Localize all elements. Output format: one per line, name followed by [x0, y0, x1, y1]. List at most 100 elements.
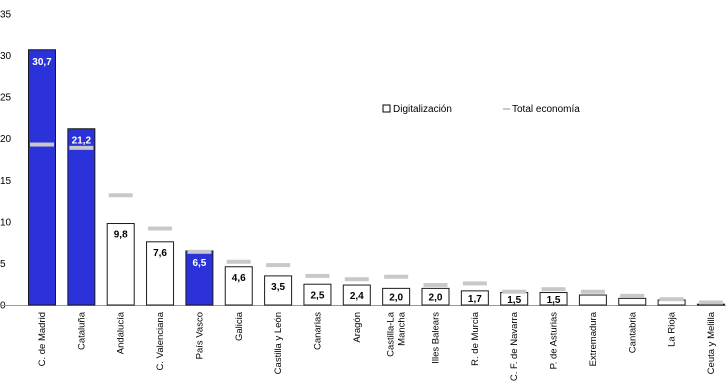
data-label-6: 4,6: [232, 273, 246, 284]
bar-4: [146, 241, 175, 306]
total-marker-13: [502, 289, 527, 294]
total-marker-16: [620, 293, 645, 298]
y-tick-label: 5: [0, 259, 6, 270]
total-marker-5: [187, 249, 212, 254]
bars: [28, 49, 725, 306]
category-label-group: Canarias: [312, 312, 323, 350]
bar-9: [342, 284, 371, 306]
data-label-9: 2,4: [350, 291, 364, 302]
bar-10: [382, 287, 411, 306]
category-label-group: C. de Madrid: [37, 312, 48, 366]
category-label-group: Illes Balears: [431, 312, 442, 364]
category-label: C. F. de Navarra: [509, 311, 520, 381]
category-label-group: P. de Asturias: [549, 312, 560, 370]
legend-label-total-economia: Total economía: [512, 104, 580, 115]
legend: Digitalización Total economía: [382, 104, 580, 115]
total-marker-9: [344, 277, 369, 282]
data-labels: 30,7 21,2 9,8 7,6 6,5 4,6 3,5 2,5 2,4 2,0 2,0 1,7 1,…: [32, 57, 561, 306]
total-marker-7: [266, 263, 291, 268]
category-label: Galicia: [234, 311, 245, 341]
category-label-group: Ceuta y Melilla: [706, 311, 717, 374]
bar-8: [303, 283, 332, 306]
total-economy-markers: [30, 142, 723, 305]
category-label-group: Castilla-La Mancha: [386, 311, 408, 357]
y-tick-label: 15: [0, 176, 12, 187]
category-label: R. de Murcia: [470, 311, 481, 366]
total-marker-3: [108, 193, 133, 198]
category-label-group: Extremadura: [588, 311, 599, 366]
data-label-4: 7,6: [153, 248, 167, 259]
category-label: Castilla y León: [273, 312, 284, 374]
legend-box-swatch: [382, 104, 391, 113]
category-label-group: Cataluña: [76, 311, 87, 350]
total-marker-1: [30, 142, 54, 147]
total-marker-6: [226, 259, 251, 264]
category-label-group: Galicia: [234, 311, 245, 341]
category-label: Cataluña: [76, 311, 87, 350]
bar-14: [539, 292, 568, 306]
y-tick-label: 10: [0, 217, 12, 228]
bar-16: [618, 297, 647, 306]
category-label: País Vasco: [194, 312, 205, 359]
legend-label-digitalizacion: Digitalización: [393, 104, 452, 115]
category-label-group: C. F. de Navarra: [509, 311, 520, 381]
data-label-14: 1,5: [547, 295, 561, 306]
bar-5: [185, 250, 214, 306]
category-label-group: Cantabria: [627, 311, 638, 353]
data-label-10: 2,0: [389, 293, 403, 304]
bar-12: [460, 290, 489, 306]
category-label: Castilla-La: [386, 311, 397, 357]
category-label: Cantabria: [627, 311, 638, 353]
category-label: P. de Asturias: [549, 312, 560, 370]
category-label-group: Andalucía: [116, 311, 127, 354]
data-label-2: 21,2: [72, 136, 92, 147]
bar-3: [106, 223, 135, 306]
total-marker-14: [541, 287, 566, 292]
bar-2: [67, 128, 96, 306]
data-label-7: 3,5: [271, 282, 285, 293]
category-label: C. Valenciana: [155, 311, 166, 370]
category-label: La Rioja: [667, 311, 678, 347]
category-label: Canarias: [312, 312, 323, 350]
total-marker-2: [69, 145, 94, 150]
category-label: Extremadura: [588, 311, 599, 366]
data-label-8: 2,5: [310, 291, 324, 302]
bar-1: [28, 49, 56, 306]
data-label-3: 9,8: [114, 230, 128, 241]
category-label-group: País Vasco: [194, 312, 205, 359]
category-labels: C. de Madrid Cataluña Andalucía C. Valencia…: [37, 311, 717, 381]
y-tick-label: 25: [0, 93, 12, 104]
category-label: Mancha: [397, 311, 408, 346]
total-marker-10: [384, 274, 409, 279]
category-label: Illes Balears: [431, 312, 442, 364]
y-tick-label: 35: [0, 10, 12, 21]
bar-7: [264, 275, 293, 306]
category-label: Andalucía: [116, 311, 127, 354]
category-label-group: C. Valenciana: [155, 311, 166, 370]
total-marker-4: [148, 226, 173, 231]
total-marker-15: [580, 289, 605, 294]
category-label-group: La Rioja: [667, 311, 678, 347]
data-label-11: 2,0: [429, 293, 443, 304]
data-label-1: 30,7: [32, 57, 52, 68]
total-marker-17: [659, 297, 684, 302]
category-label-group: Aragón: [352, 312, 363, 343]
data-label-13: 1,5: [507, 295, 521, 306]
total-marker-18: [698, 300, 723, 305]
y-tick-label: 30: [0, 51, 12, 62]
y-tick-label: 20: [0, 134, 12, 145]
bar-15: [578, 294, 607, 306]
data-label-5: 6,5: [192, 258, 206, 269]
bar-6: [224, 266, 253, 306]
category-label: Ceuta y Melilla: [706, 311, 717, 374]
category-label-group: R. de Murcia: [470, 311, 481, 366]
category-label-group: Castilla y León: [273, 312, 284, 374]
total-marker-8: [305, 273, 330, 278]
total-marker-11: [423, 283, 448, 288]
bar-11: [421, 287, 450, 306]
data-label-12: 1,7: [468, 294, 482, 305]
total-marker-12: [462, 281, 487, 286]
category-label: C. de Madrid: [37, 312, 48, 366]
category-label: Aragón: [352, 312, 363, 343]
